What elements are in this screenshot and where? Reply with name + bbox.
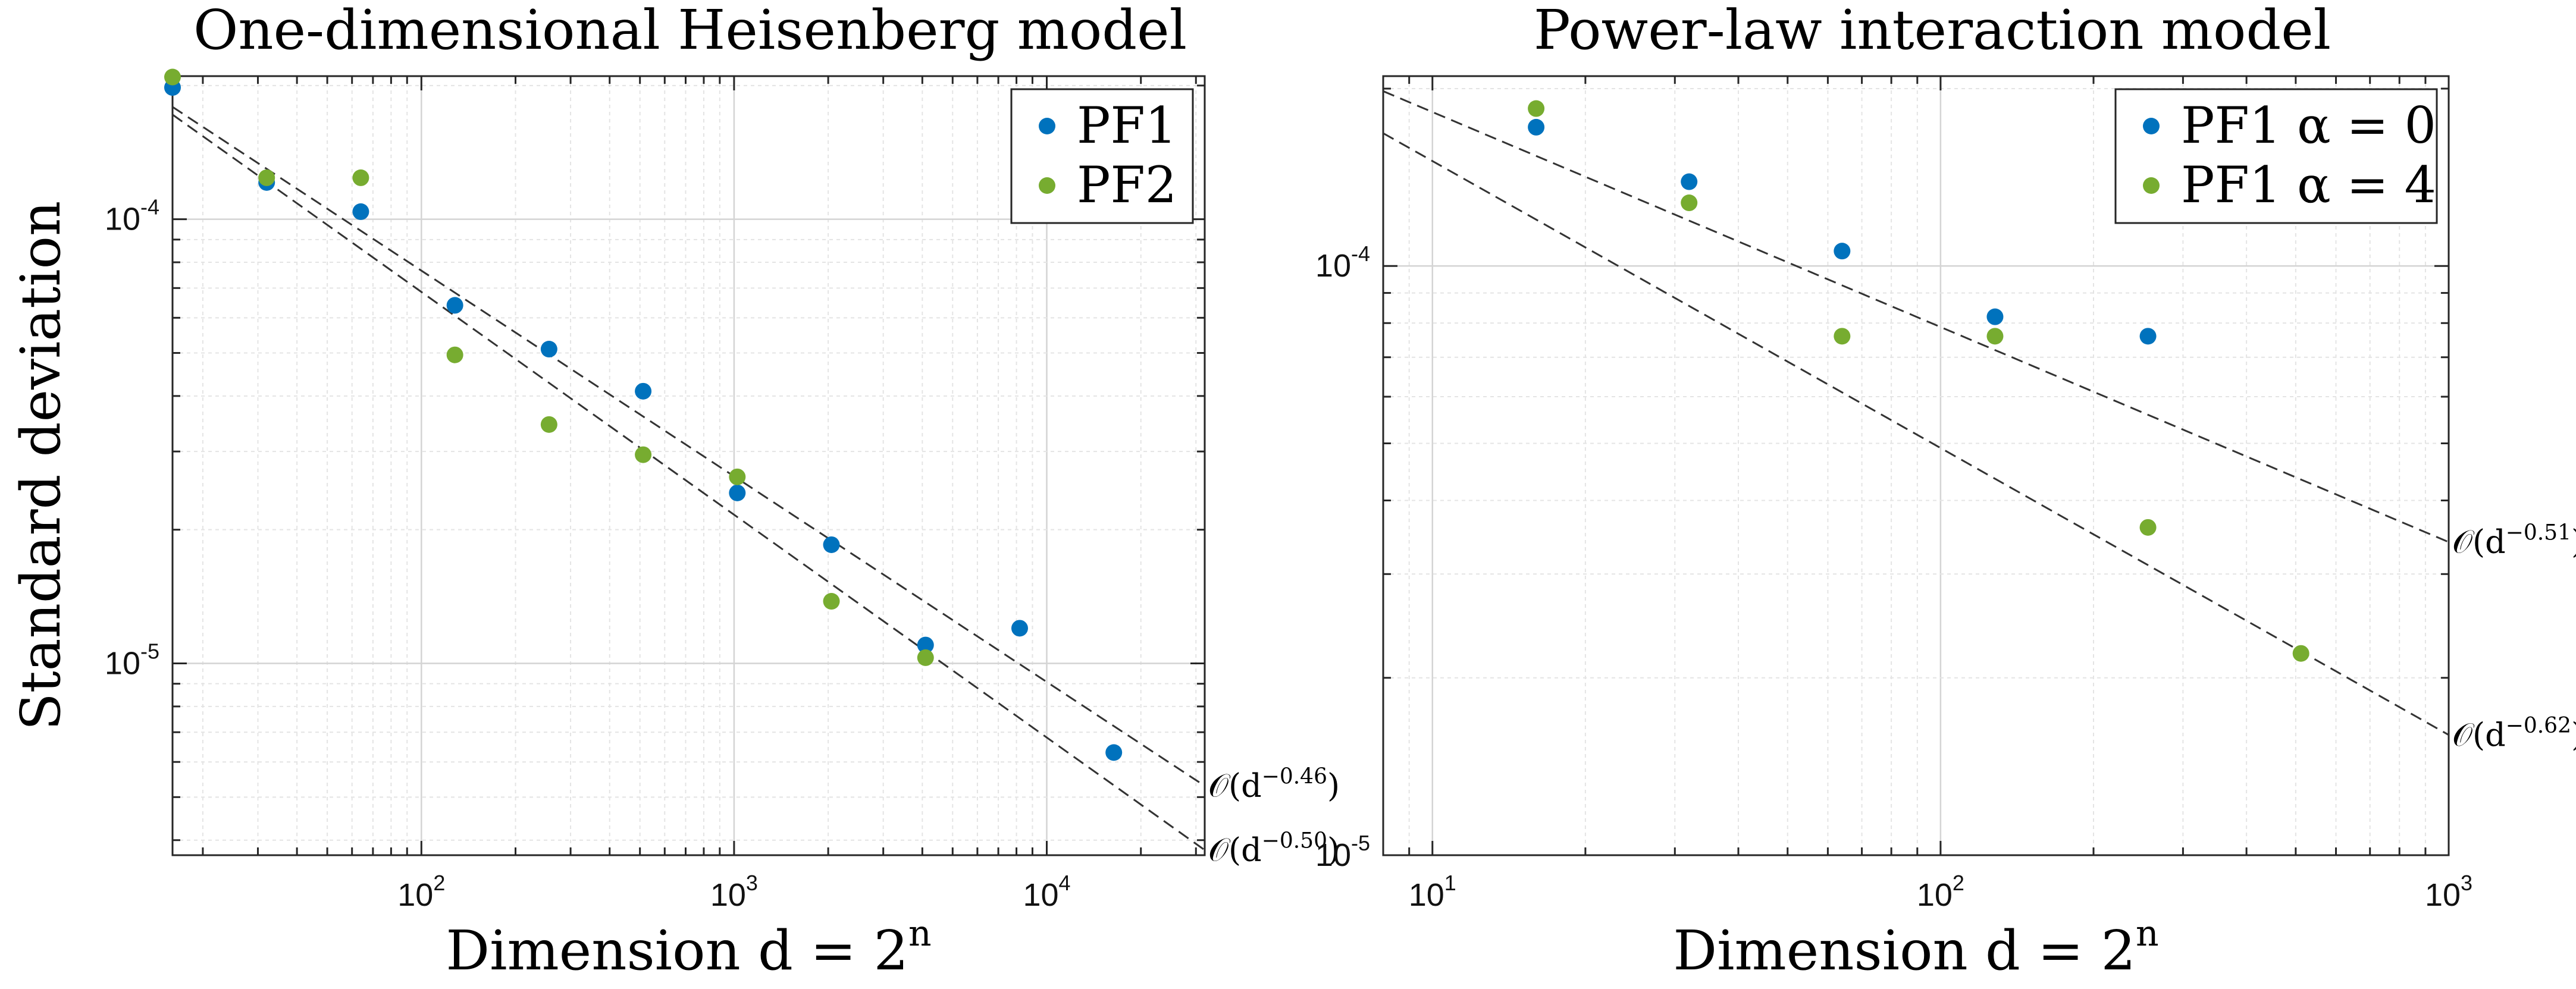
legend-marker xyxy=(1039,118,1055,134)
data-point xyxy=(2292,645,2309,662)
x-tick-label: 102 xyxy=(1917,871,1964,913)
series-2 xyxy=(164,68,934,666)
data-point xyxy=(917,636,934,654)
x-tick-label: 104 xyxy=(1023,871,1070,913)
data-point xyxy=(729,468,746,485)
data-point xyxy=(258,169,275,186)
fit-label-2: 𝒪(d−0.50) xyxy=(1208,828,1340,868)
powerlaw-x-axis-label: Dimension d = 2n xyxy=(1673,913,2158,982)
data-point xyxy=(1681,194,1698,212)
y-tick-label: 10-4 xyxy=(1315,241,1370,284)
data-point xyxy=(2139,328,2157,345)
y-tick-label: 10-4 xyxy=(105,195,159,237)
y-tick-label: 10-5 xyxy=(1315,831,1370,873)
data-point xyxy=(1834,328,1851,345)
powerlaw-chart: 101 102 103 10-5 10-4 Power-law interaction m… xyxy=(1315,0,2576,982)
data-point xyxy=(1105,744,1123,761)
data-point xyxy=(540,416,557,433)
legend-box xyxy=(1010,88,1194,224)
data-point xyxy=(635,382,652,400)
fit-label-2: 𝒪(d−0.62) xyxy=(2452,714,2576,753)
x-tick-label: 102 xyxy=(397,871,445,913)
x-tick-label: 103 xyxy=(710,871,758,913)
data-point xyxy=(352,169,369,186)
x-tick-label: 101 xyxy=(1409,871,1456,913)
fit-label-1: 𝒪(d−0.46) xyxy=(1208,764,1340,804)
fit-line-2 xyxy=(1383,132,2449,736)
data-point xyxy=(1528,100,1545,117)
legend-label: PF1 xyxy=(1077,96,1177,155)
data-point xyxy=(2139,519,2157,536)
legend-marker xyxy=(2143,118,2160,134)
data-point xyxy=(352,203,369,220)
fit-label-1: 𝒪(d−0.51) xyxy=(2452,520,2576,560)
heisenberg-x-axis-label: Dimension d = 2n xyxy=(446,913,931,982)
legend-label: PF1 α = 0 xyxy=(2181,96,2436,155)
data-point xyxy=(635,446,652,463)
data-point xyxy=(1011,620,1028,637)
data-point xyxy=(729,484,746,501)
heisenberg-chart: 102 103 104 10-5 10-4 One-dimensional Heisenb… xyxy=(9,0,1340,982)
powerlaw-axes-frame xyxy=(1382,75,2450,856)
data-point xyxy=(446,297,463,314)
heisenberg-title: One-dimensional Heisenberg model xyxy=(193,0,1187,62)
heisenberg-axes-frame xyxy=(171,75,1206,856)
series-1 xyxy=(1528,118,2157,345)
fit-line-2 xyxy=(173,114,1205,851)
fit-line-1 xyxy=(173,106,1205,787)
legend-marker xyxy=(2143,177,2160,194)
data-point xyxy=(1986,328,2004,345)
data-point xyxy=(917,649,934,666)
data-point xyxy=(823,593,840,610)
legend-label: PF2 xyxy=(1077,156,1177,214)
powerlaw-title: Power-law interaction model xyxy=(1534,0,2331,62)
data-point xyxy=(446,346,463,363)
data-point xyxy=(1986,308,2004,325)
data-point xyxy=(540,341,557,358)
legend-marker xyxy=(1039,177,1055,194)
legend-box xyxy=(2114,88,2438,224)
series-2 xyxy=(1528,100,2309,662)
heisenberg-y-axis-label: Standard deviation xyxy=(9,201,73,731)
x-tick-label: 103 xyxy=(2425,871,2472,913)
data-point xyxy=(1681,173,1698,190)
legend-label: PF1 α = 4 xyxy=(2181,156,2436,214)
data-point xyxy=(164,68,181,86)
data-point xyxy=(1834,243,1851,260)
fit-line-1 xyxy=(1383,90,2449,543)
y-tick-label: 10-5 xyxy=(105,639,159,682)
data-point xyxy=(1528,118,1545,136)
data-point xyxy=(823,536,840,553)
